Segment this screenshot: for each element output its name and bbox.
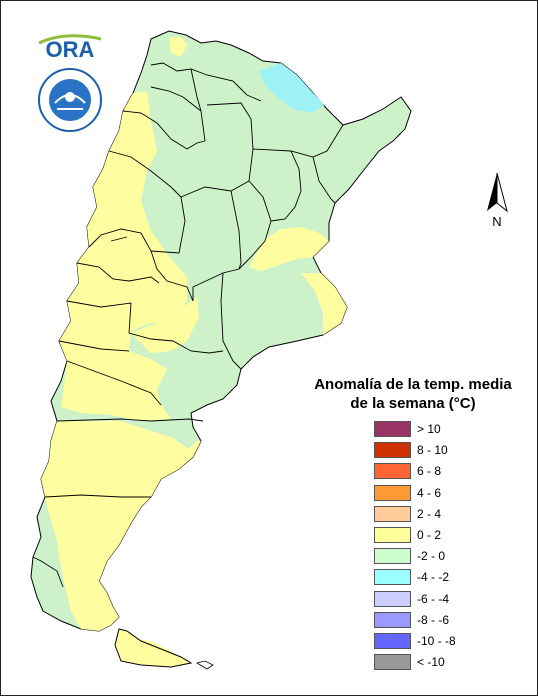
legend-label: < -10 (417, 655, 445, 670)
legend-item: -2 - 0 (374, 546, 514, 567)
small-islands (195, 660, 214, 670)
legend-label: > 10 (417, 422, 441, 436)
legend-label: -4 - -2 (417, 570, 450, 585)
legend-label: 0 - 2 (417, 527, 442, 542)
anomaly-minus4-minus2-region (259, 63, 325, 113)
legend-item: -8 - -6 (374, 610, 514, 631)
legend-title-line1: Anomalía de la temp. media (314, 376, 512, 393)
tierra-del-fuego (114, 628, 193, 668)
legend: > 10 8 - 10 6 - 8 4 - 6 2 - 4 0 - 2 -2 - 0 -4 -… (374, 419, 514, 673)
legend-label: -2 - 0 (417, 549, 446, 564)
legend-item: 8 - 10 (374, 440, 514, 461)
legend-label: -6 - -4 (417, 591, 450, 606)
legend-swatch (374, 569, 411, 586)
smn-emblem (38, 68, 102, 132)
legend-item: 6 - 8 (374, 461, 514, 482)
legend-label: 6 - 8 (417, 464, 442, 479)
province-borders (32, 62, 344, 588)
legend-swatch (374, 654, 411, 671)
legend-item: 2 - 4 (374, 504, 514, 525)
north-label: N (492, 214, 502, 229)
anomaly-0-2-regions (41, 37, 347, 665)
legend-item: -6 - -4 (374, 589, 514, 610)
legend-item: < -10 (374, 652, 514, 673)
ora-logo-text: ORA (46, 37, 95, 61)
north-arrow-icon (487, 172, 508, 213)
legend-item: > 10 (374, 419, 514, 440)
legend-label: 2 - 4 (417, 506, 442, 521)
legend-label: 8 - 10 (417, 443, 448, 458)
legend-item: -4 - -2 (374, 567, 514, 588)
legend-title: Anomalía de la temp. media de la semana … (297, 375, 529, 413)
legend-label: -10 - -8 (417, 633, 456, 648)
legend-swatch (374, 590, 411, 607)
legend-swatch (374, 526, 411, 543)
legend-swatch (374, 611, 411, 628)
legend-swatch (374, 421, 411, 437)
legend-item: 4 - 6 (374, 483, 514, 504)
legend-swatch (374, 484, 411, 501)
legend-swatch (374, 505, 411, 522)
legend-swatch (374, 442, 411, 459)
ora-logo: ORA (38, 34, 102, 61)
legend-title-line2: de la semana (°C) (350, 395, 476, 412)
legend-swatch (374, 632, 411, 649)
legend-item: -10 - -8 (374, 631, 514, 652)
legend-swatch (374, 548, 411, 565)
legend-item: 0 - 2 (374, 525, 514, 546)
legend-label: 4 - 6 (417, 485, 442, 500)
legend-label: -8 - -6 (417, 612, 450, 627)
legend-swatch (374, 463, 411, 480)
